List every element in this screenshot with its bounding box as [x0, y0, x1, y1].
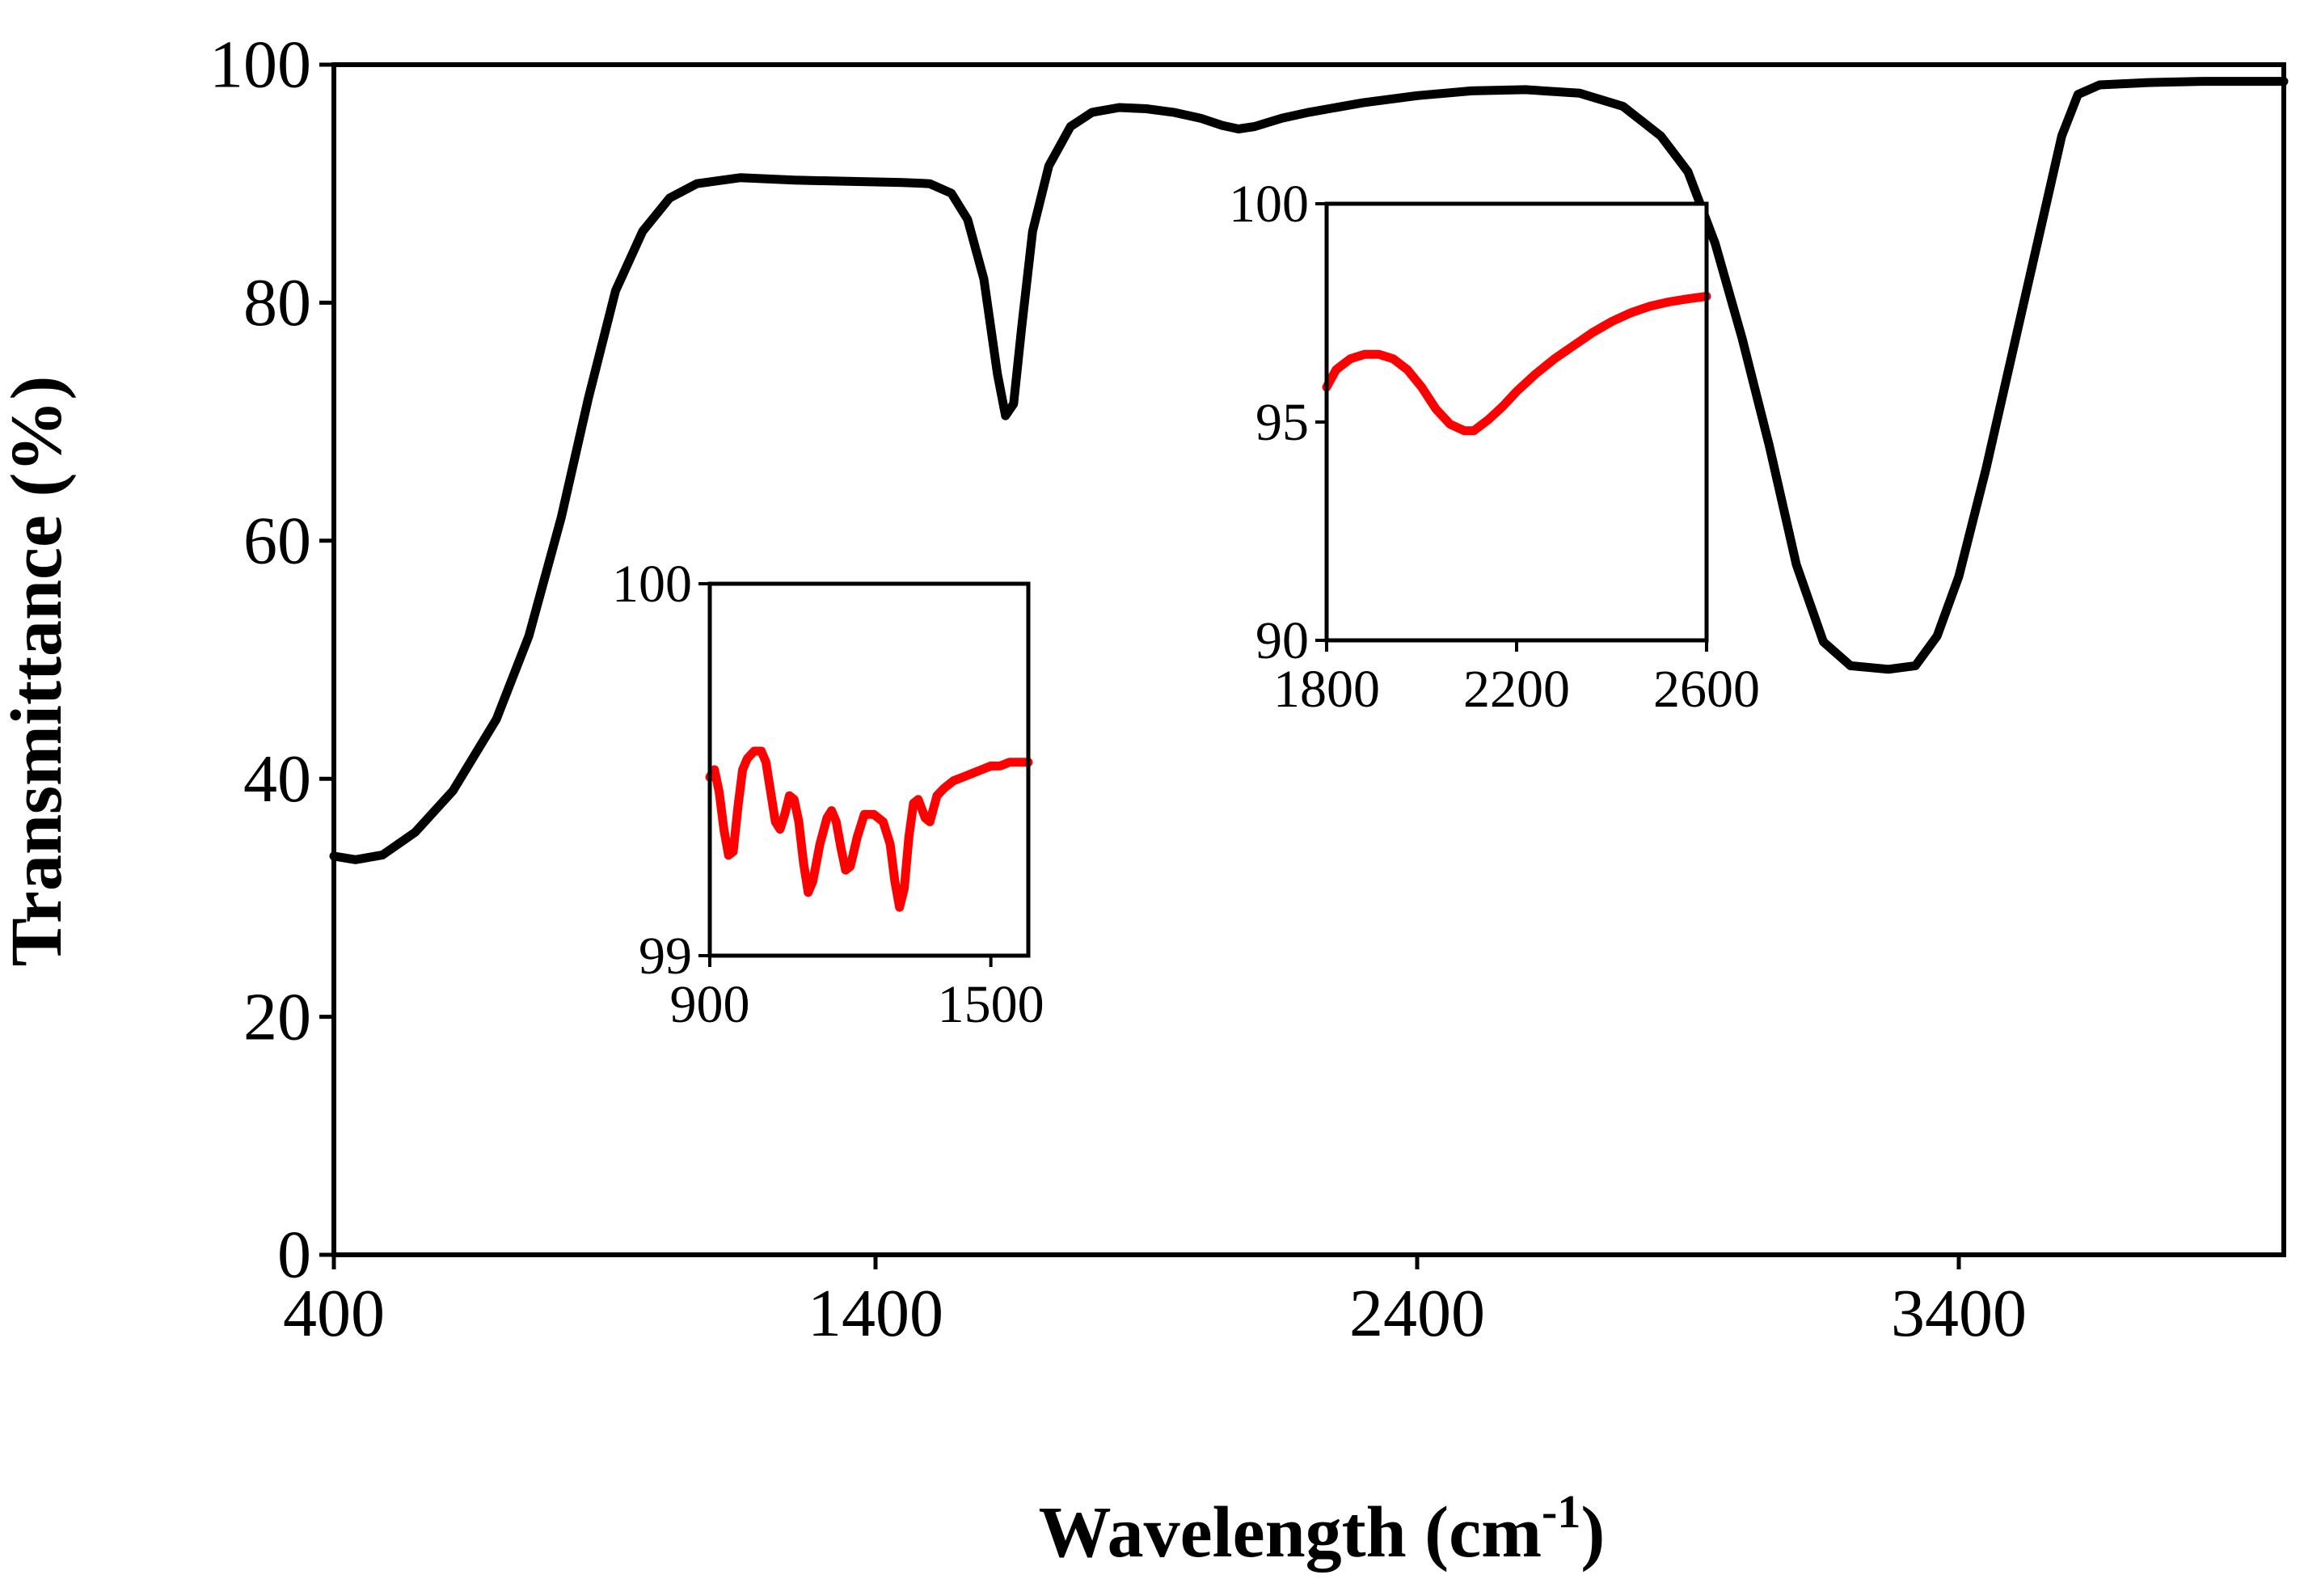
- inset-right-background: [1327, 204, 1707, 640]
- inset-right-x-axis: 1800 2200 2600: [1273, 640, 1760, 719]
- inset-right-chart: 1800 2200 2600 90 95 100: [1229, 175, 1760, 719]
- inset-right-x-tick-label: 1800: [1273, 660, 1380, 719]
- inset-left-x-tick-label: 1500: [938, 975, 1044, 1034]
- inset-left-frame: [707, 581, 1031, 958]
- x-axis-title-superscript: -1: [1542, 1485, 1580, 1538]
- inset-right-y-tick-label: 95: [1255, 393, 1309, 452]
- inset-right-y-axis: 90 95 100: [1229, 175, 1327, 670]
- x-axis-title-main: Wavelength (cm: [1039, 1493, 1542, 1573]
- main-y-tick-label: 100: [209, 27, 311, 103]
- x-axis-title-close: ): [1580, 1493, 1605, 1573]
- main-x-axis: 400 1400 2400 3400: [283, 1255, 2027, 1351]
- inset-left-series-line-0: [705, 746, 1033, 912]
- main-y-tick-label: 20: [243, 979, 311, 1054]
- main-x-tick-label: 3400: [1891, 1276, 2027, 1351]
- main-y-axis: 0 20 40 60 80 100: [209, 27, 334, 1293]
- main-chart: 400 1400 2400 3400 0 20 40 60 80 100 Transmittan…: [0, 27, 2289, 1573]
- main-y-tick-label: 60: [243, 504, 311, 579]
- inset-right-series-line-0: [1322, 292, 1711, 436]
- main-series-layer: [329, 77, 2289, 864]
- inset-left-chart: 900 1500 99 100: [612, 555, 1044, 1034]
- inset-left-x-axis: 900 1500: [670, 956, 1044, 1034]
- inset-right-x-tick-label: 2200: [1463, 660, 1570, 719]
- inset-right-series-layer: [1322, 292, 1711, 436]
- inset-left-y-tick-label: 99: [639, 927, 692, 986]
- main-y-tick-label: 80: [243, 265, 311, 340]
- inset-left-y-axis: 99 100: [612, 555, 710, 986]
- inset-right-y-tick-label: 90: [1255, 611, 1309, 670]
- x-axis-title: Wavelength (cm-1): [1039, 1485, 1606, 1573]
- main-y-tick-label: 0: [277, 1218, 311, 1293]
- main-x-tick-label: 400: [283, 1276, 385, 1351]
- main-series-line-0: [329, 77, 2289, 864]
- main-y-tick-label: 40: [243, 741, 311, 817]
- inset-left-y-tick-label: 100: [612, 555, 692, 614]
- main-x-tick-label: 1400: [808, 1276, 943, 1351]
- inset-left-x-tick-label: 900: [670, 975, 750, 1034]
- main-plot-frame: [331, 62, 2286, 1257]
- inset-right-y-tick-label: 100: [1229, 175, 1309, 234]
- y-axis-title: Transmittance (%): [0, 376, 77, 967]
- main-x-tick-label: 2400: [1349, 1276, 1485, 1351]
- inset-right-x-tick-label: 2600: [1653, 660, 1760, 719]
- inset-left-series-layer: [705, 746, 1033, 912]
